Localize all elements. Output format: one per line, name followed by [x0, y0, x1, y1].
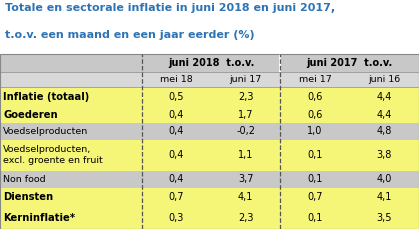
- Text: 2,3: 2,3: [238, 213, 253, 223]
- Text: 0,7: 0,7: [168, 192, 184, 202]
- Text: 3,5: 3,5: [377, 213, 392, 223]
- Text: 1,7: 1,7: [238, 110, 253, 120]
- Text: juni 17: juni 17: [230, 75, 262, 84]
- Text: 4,8: 4,8: [377, 126, 392, 136]
- Bar: [142, 72, 211, 87]
- Bar: [0, 106, 419, 123]
- Bar: [0, 87, 419, 106]
- Text: 4,1: 4,1: [377, 192, 392, 202]
- Text: 0,4: 0,4: [168, 110, 184, 120]
- Text: 0,4: 0,4: [168, 126, 184, 136]
- Text: 0,3: 0,3: [168, 213, 184, 223]
- Text: Totale en sectorale inflatie in juni 2018 en juni 2017,: Totale en sectorale inflatie in juni 201…: [5, 3, 335, 14]
- Text: Goederen: Goederen: [3, 110, 58, 120]
- Text: 0,1: 0,1: [307, 213, 323, 223]
- Text: 2,3: 2,3: [238, 92, 253, 102]
- Text: Kerninflatie*: Kerninflatie*: [3, 213, 75, 223]
- Bar: [0, 72, 142, 87]
- Text: 0,7: 0,7: [307, 192, 323, 202]
- Bar: [211, 72, 280, 87]
- Bar: [0, 207, 419, 229]
- Text: 0,4: 0,4: [168, 150, 184, 160]
- Bar: [142, 54, 280, 72]
- Text: t.o.v. een maand en een jaar eerder (%): t.o.v. een maand en een jaar eerder (%): [5, 30, 255, 40]
- Bar: [0, 140, 419, 171]
- Text: 4,0: 4,0: [377, 174, 392, 184]
- Text: mei 18: mei 18: [160, 75, 193, 84]
- Text: mei 17: mei 17: [299, 75, 331, 84]
- Text: 0,6: 0,6: [307, 92, 323, 102]
- Text: juni 2018  t.o.v.: juni 2018 t.o.v.: [168, 58, 254, 68]
- Bar: [0, 171, 419, 188]
- Text: 0,6: 0,6: [307, 110, 323, 120]
- Bar: [0, 123, 419, 140]
- Text: Non food: Non food: [3, 175, 46, 184]
- Text: Diensten: Diensten: [3, 192, 54, 202]
- Text: 0,1: 0,1: [307, 174, 323, 184]
- Text: juni 16: juni 16: [368, 75, 401, 84]
- Bar: [280, 72, 349, 87]
- Bar: [349, 72, 419, 87]
- Bar: [0, 54, 142, 72]
- Text: Inflatie (totaal): Inflatie (totaal): [3, 92, 90, 102]
- Bar: [280, 54, 419, 72]
- Text: 4,4: 4,4: [377, 110, 392, 120]
- Text: Voedselproducten,
excl. groente en fruit: Voedselproducten, excl. groente en fruit: [3, 145, 103, 165]
- Bar: [0, 106, 419, 109]
- Text: 0,5: 0,5: [168, 92, 184, 102]
- Text: 4,4: 4,4: [377, 92, 392, 102]
- Text: 3,7: 3,7: [238, 174, 253, 184]
- Text: 3,8: 3,8: [377, 150, 392, 160]
- Text: 1,1: 1,1: [238, 150, 253, 160]
- Text: 0,4: 0,4: [168, 174, 184, 184]
- Text: juni 2017  t.o.v.: juni 2017 t.o.v.: [307, 58, 393, 68]
- Text: 4,1: 4,1: [238, 192, 253, 202]
- Bar: [0, 188, 419, 207]
- Text: 0,1: 0,1: [307, 150, 323, 160]
- Bar: [0, 54, 419, 229]
- Text: Voedselproducten: Voedselproducten: [3, 127, 88, 136]
- Text: -0,2: -0,2: [236, 126, 255, 136]
- Text: 1,0: 1,0: [307, 126, 323, 136]
